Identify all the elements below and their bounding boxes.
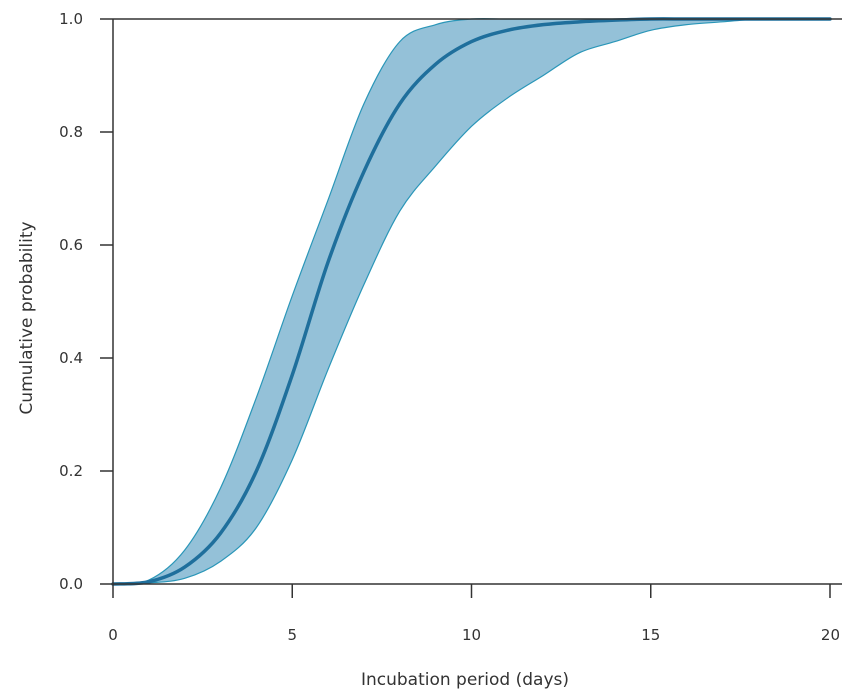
- x-tick-label: 10: [462, 626, 481, 644]
- y-axis-title: Cumulative probability: [17, 221, 37, 414]
- y-tick-label: 0.6: [59, 236, 83, 254]
- x-tick-label: 15: [641, 626, 660, 644]
- x-axis-title: Incubation period (days): [361, 670, 569, 690]
- x-tick-label: 20: [821, 626, 840, 644]
- y-tick-label: 1.0: [59, 10, 83, 28]
- axes: 0.0 0.2 0.4 0.6 0.8 1.0 0 5 10 15 20: [59, 10, 842, 644]
- y-tick-label: 0.4: [59, 349, 83, 367]
- y-tick-label: 0.2: [59, 462, 83, 480]
- lower-bound-line: [112, 18, 830, 585]
- y-tick-label: 0.0: [59, 575, 83, 593]
- x-tick-label: 5: [287, 626, 297, 644]
- plot-area: [111, 17, 832, 586]
- confidence-band: [113, 18, 830, 585]
- x-tick-label: 0: [108, 626, 118, 644]
- y-tick-label: 0.8: [59, 123, 83, 141]
